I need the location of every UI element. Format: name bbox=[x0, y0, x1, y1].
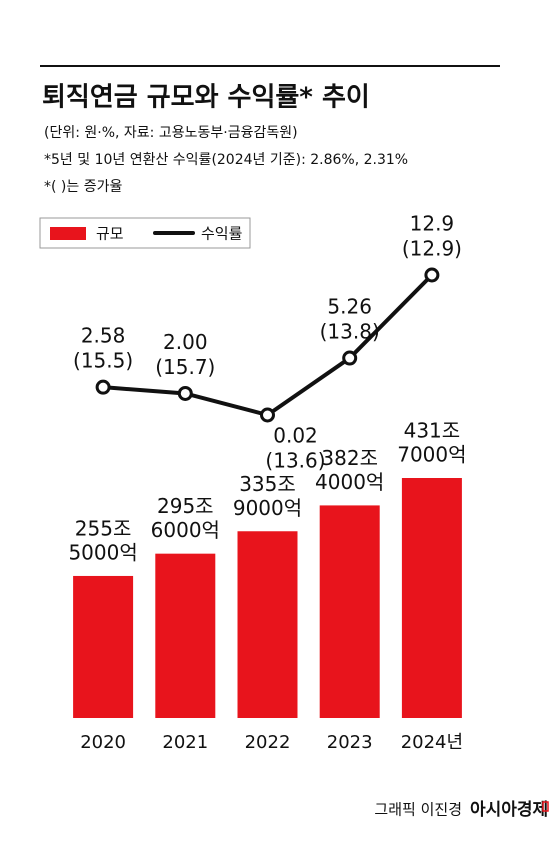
change-label: (15.7) bbox=[155, 355, 215, 379]
bar-value-label: 335조 bbox=[239, 472, 296, 496]
line-point bbox=[95, 379, 111, 395]
line bbox=[102, 273, 434, 418]
note: *5년 및 10년 연환산 수익률(2024년 기준): 2.86%, 2.31… bbox=[44, 152, 408, 168]
note: (단위: 원·%, 자료: 고용노동부·금융감독원) bbox=[44, 125, 298, 141]
line-value-label: 5.26 bbox=[327, 295, 372, 319]
bar bbox=[155, 553, 216, 718]
legend-label: 수익률 bbox=[201, 225, 243, 243]
brand: 아시아경제 bbox=[470, 800, 548, 820]
line-value-label: 2.00 bbox=[163, 330, 208, 354]
change-label: (13.6) bbox=[265, 449, 325, 473]
x-tick-label: 2022 bbox=[245, 732, 291, 753]
x-tick-label: 2024년 bbox=[401, 732, 463, 753]
brand-mark bbox=[542, 801, 549, 812]
bar-value-label: 6000억 bbox=[151, 518, 220, 542]
note: *( )는 증가율 bbox=[44, 179, 122, 195]
line-point bbox=[260, 407, 275, 423]
bar-value-label: 382조 bbox=[321, 446, 378, 470]
line-point bbox=[424, 267, 440, 283]
bar bbox=[73, 575, 134, 718]
legend-box bbox=[39, 217, 251, 249]
change-label: (13.8) bbox=[320, 320, 380, 344]
bar-value-label: 5000억 bbox=[68, 540, 137, 564]
credit: 그래픽 이진경 bbox=[374, 801, 462, 819]
bar-value-label: 431조 bbox=[404, 419, 461, 443]
chart-title: 퇴직연금 규모와 수익률* 추이 bbox=[42, 83, 370, 113]
line-value-label: 12.9 bbox=[410, 212, 455, 236]
line-value-label: 0.02 bbox=[273, 424, 318, 448]
bar-value-label: 4000억 bbox=[315, 470, 384, 494]
bar bbox=[319, 505, 380, 718]
line-value-label: 2.58 bbox=[81, 324, 126, 348]
line-point bbox=[342, 350, 358, 366]
x-tick-label: 2020 bbox=[80, 732, 126, 753]
x-tick-label: 2023 bbox=[327, 732, 373, 753]
line-point bbox=[177, 385, 193, 401]
legend-label: 규모 bbox=[96, 225, 124, 243]
change-label: (12.9) bbox=[402, 237, 462, 261]
bar bbox=[237, 531, 298, 718]
legend-swatch bbox=[50, 227, 86, 240]
x-tick-label: 2021 bbox=[162, 732, 208, 753]
bar-value-label: 7000억 bbox=[397, 443, 466, 467]
bar bbox=[401, 478, 462, 718]
bar-value-label: 255조 bbox=[75, 516, 132, 540]
bar-value-label: 9000억 bbox=[233, 496, 302, 520]
bar-value-label: 295조 bbox=[157, 494, 214, 518]
change-label: (15.5) bbox=[73, 349, 133, 373]
